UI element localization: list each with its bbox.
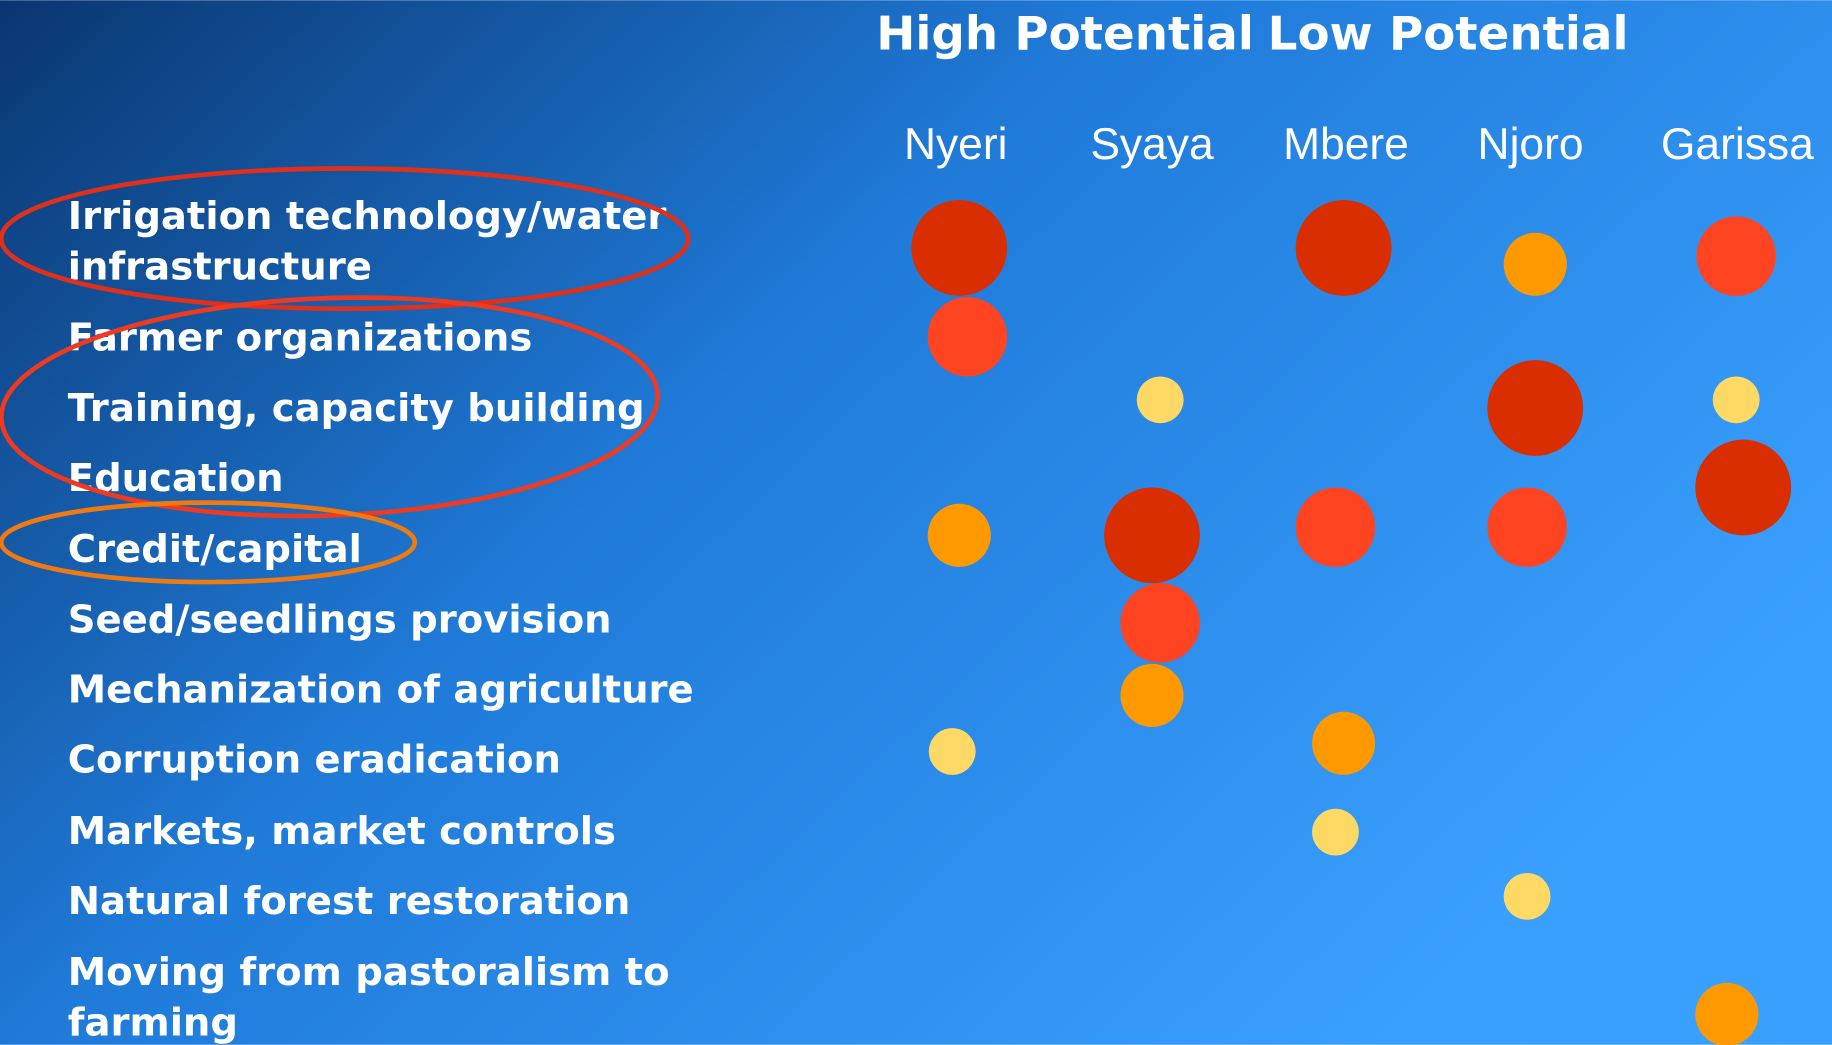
row-label: Markets, market controls bbox=[68, 809, 616, 854]
row-label: farming bbox=[68, 1000, 238, 1045]
row-label: Training, capacity building bbox=[68, 386, 645, 431]
dot bbox=[1120, 663, 1184, 727]
row-label: Moving from pastoralism to bbox=[68, 950, 670, 995]
column-label: Njoro bbox=[1478, 120, 1584, 169]
dot bbox=[1695, 982, 1759, 1045]
dot bbox=[1503, 232, 1567, 296]
dot bbox=[1487, 360, 1584, 456]
dot bbox=[1295, 200, 1392, 296]
column-label: Syaya bbox=[1090, 120, 1214, 169]
heading: Low Potential bbox=[1268, 7, 1629, 61]
dots bbox=[911, 200, 1792, 1045]
column-label: Garissa bbox=[1661, 120, 1814, 169]
highlight-ellipse bbox=[0, 295, 660, 519]
dot bbox=[1712, 376, 1760, 424]
dot bbox=[1312, 711, 1376, 775]
highlight-ellipse bbox=[0, 500, 418, 585]
heading: High Potential bbox=[876, 7, 1254, 61]
row-label: infrastructure bbox=[68, 244, 372, 289]
row-label: Mechanization of agriculture bbox=[68, 667, 694, 712]
dot bbox=[928, 728, 976, 775]
dot bbox=[1295, 487, 1376, 567]
dot bbox=[927, 503, 991, 567]
column-label: Nyeri bbox=[904, 120, 1008, 169]
dot bbox=[1120, 583, 1200, 663]
dot bbox=[1104, 487, 1200, 584]
dot bbox=[1696, 216, 1776, 296]
row-label: Natural forest restoration bbox=[68, 879, 631, 924]
dot bbox=[1695, 439, 1792, 536]
dot bbox=[1487, 487, 1567, 567]
row-label: Seed/seedlings provision bbox=[68, 597, 612, 642]
row-label: Education bbox=[68, 456, 284, 501]
column-label: Mbere bbox=[1283, 120, 1409, 169]
highlight-ellipse bbox=[0, 166, 691, 312]
dot bbox=[1312, 808, 1359, 856]
row-label: Credit/capital bbox=[68, 527, 362, 572]
dot bbox=[1503, 873, 1551, 920]
highlights bbox=[0, 166, 691, 585]
row-label: Corruption eradication bbox=[68, 738, 561, 783]
dot bbox=[1136, 376, 1184, 424]
dot bbox=[911, 200, 1008, 296]
dot bbox=[927, 297, 1008, 377]
row-label: Irrigation technology/water bbox=[68, 194, 667, 239]
